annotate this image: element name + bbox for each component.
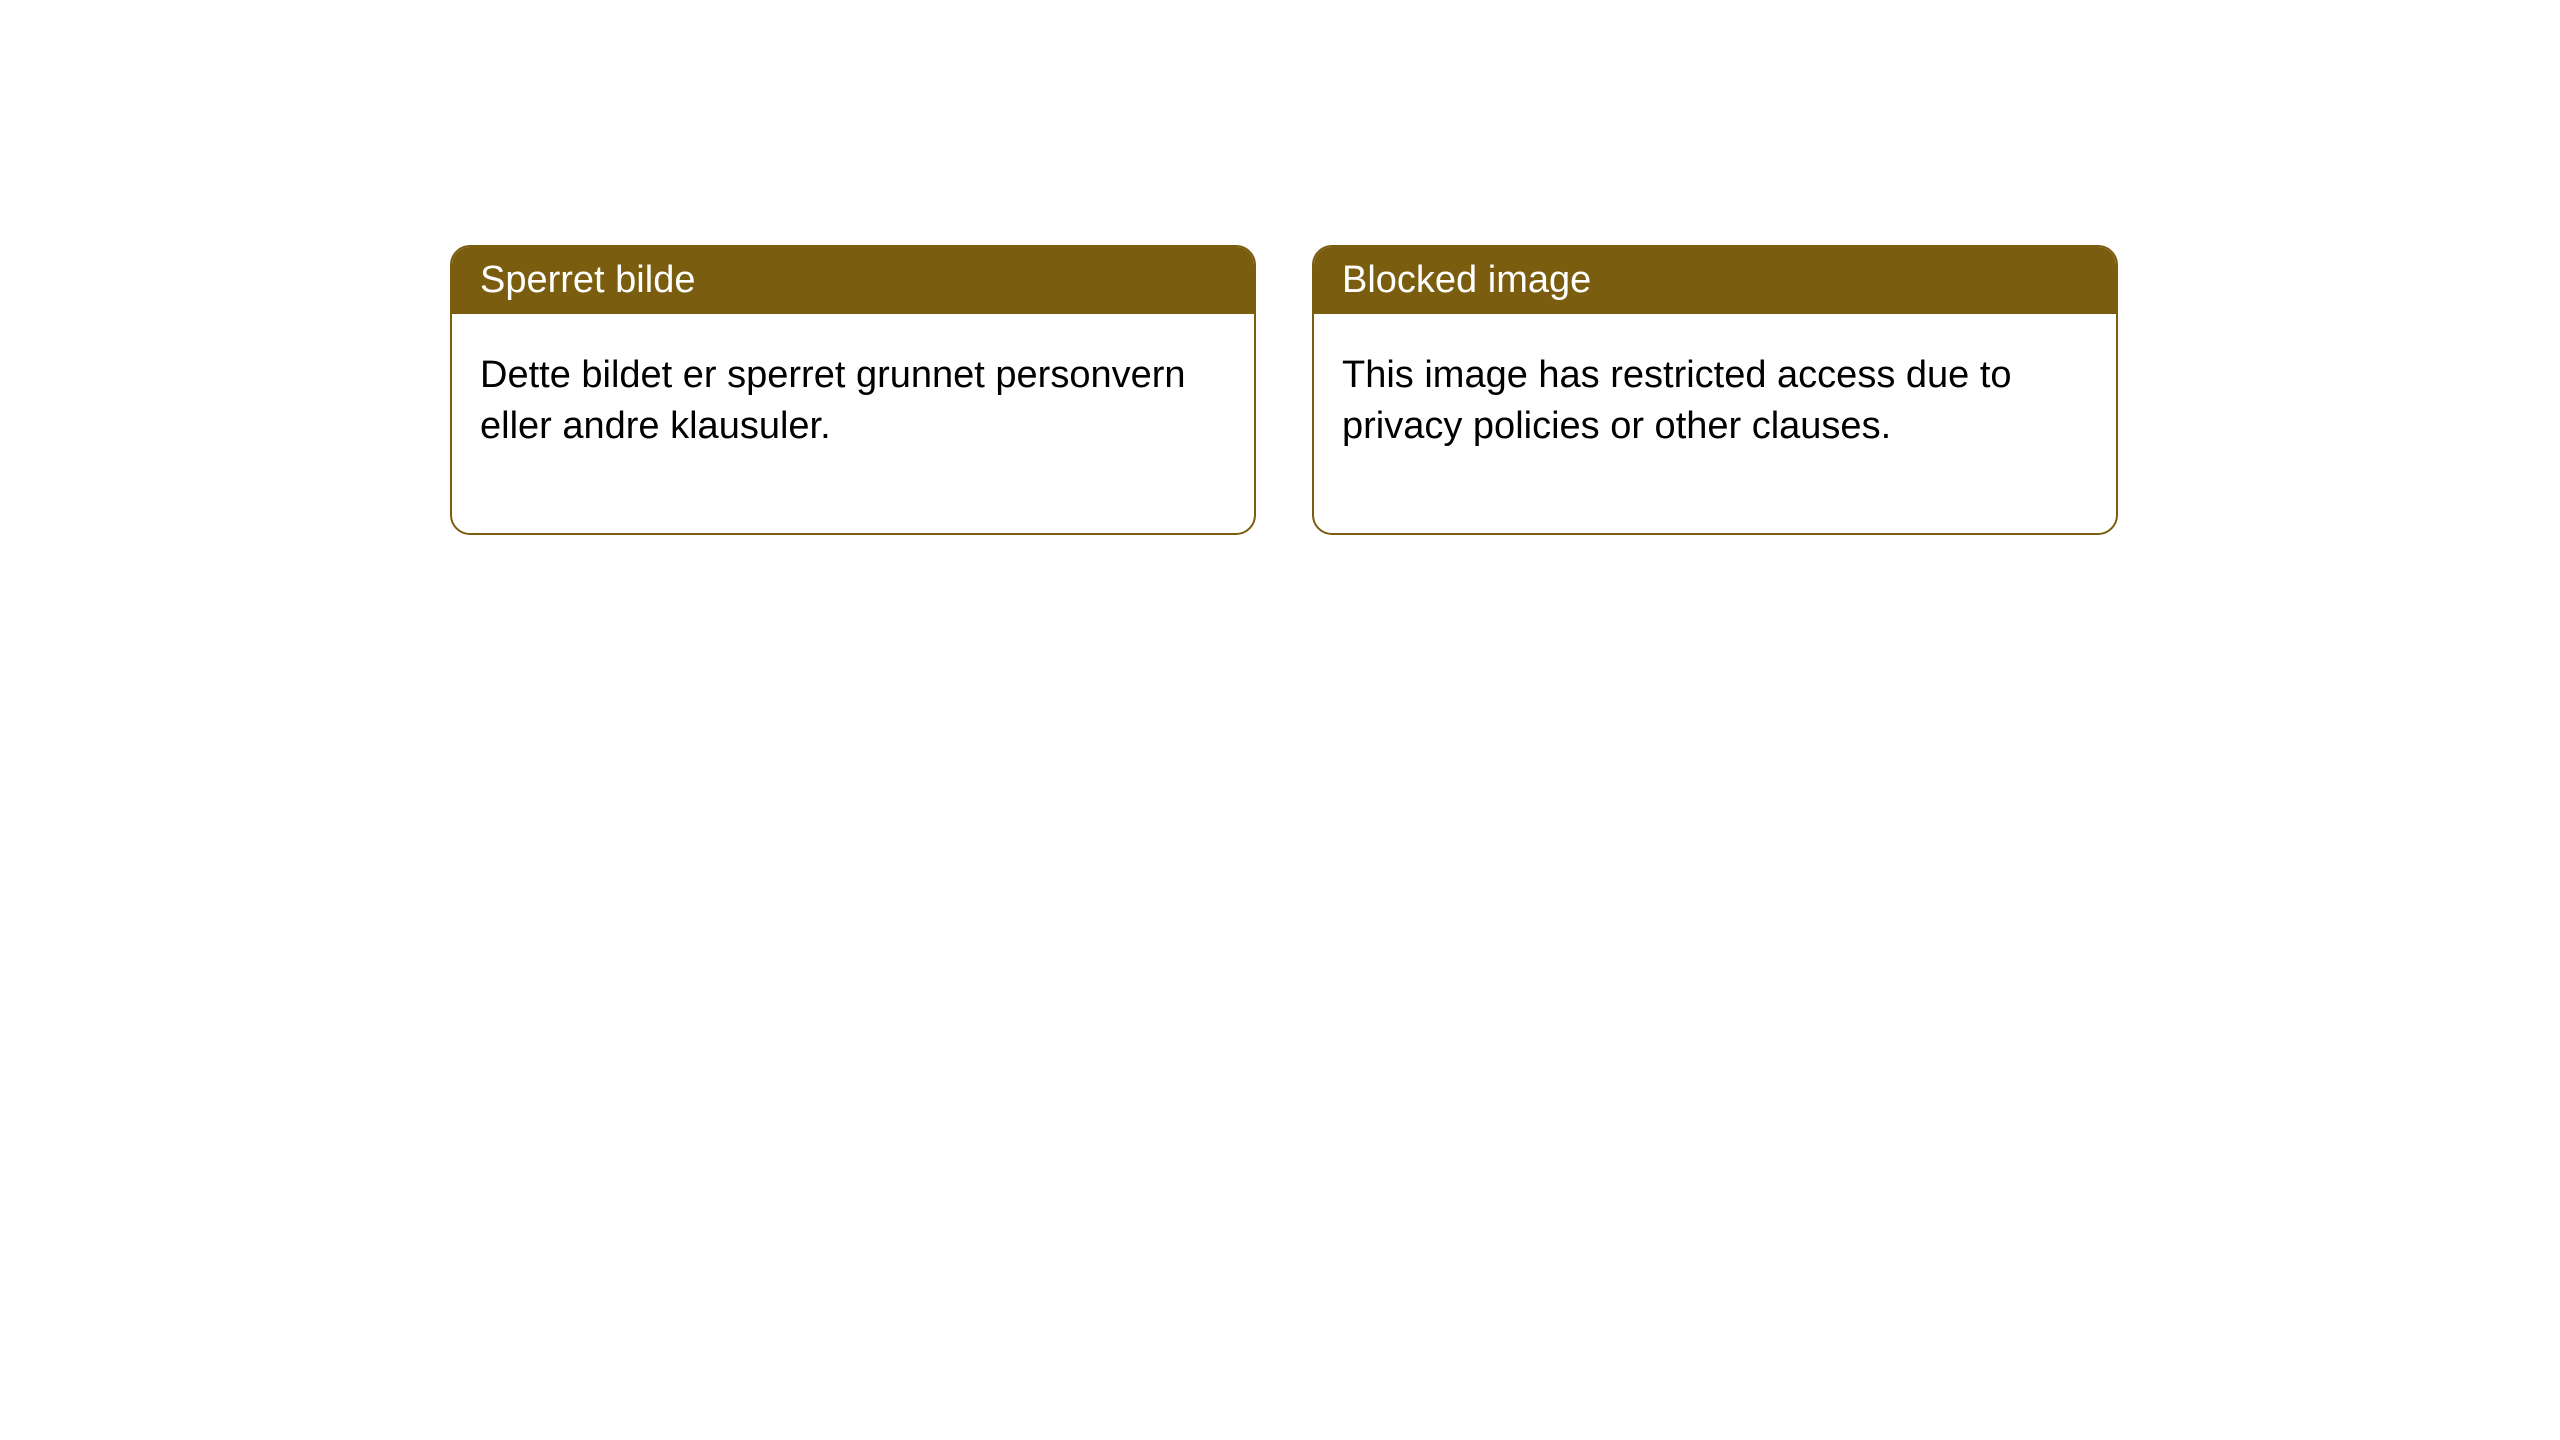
card-header: Sperret bilde bbox=[452, 247, 1254, 314]
card-title: Blocked image bbox=[1342, 259, 1591, 301]
card-body-text: This image has restricted access due to … bbox=[1342, 354, 2012, 447]
card-body-text: Dette bildet er sperret grunnet personve… bbox=[480, 354, 1186, 447]
card-body: This image has restricted access due to … bbox=[1314, 314, 2116, 533]
card-body: Dette bildet er sperret grunnet personve… bbox=[452, 314, 1254, 533]
notice-card-norwegian: Sperret bilde Dette bildet er sperret gr… bbox=[450, 245, 1256, 535]
notice-card-english: Blocked image This image has restricted … bbox=[1312, 245, 2118, 535]
notice-cards-container: Sperret bilde Dette bildet er sperret gr… bbox=[450, 245, 2118, 535]
card-title: Sperret bilde bbox=[480, 259, 695, 301]
card-header: Blocked image bbox=[1314, 247, 2116, 314]
